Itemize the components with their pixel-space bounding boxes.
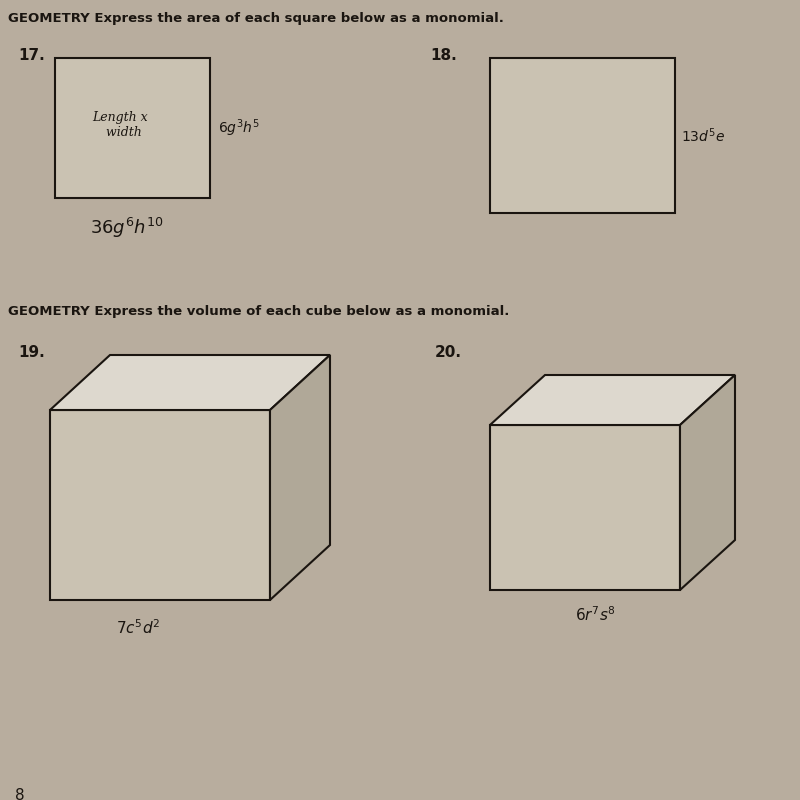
Text: 17.: 17. [18, 48, 45, 63]
Text: $7c^5d^2$: $7c^5d^2$ [116, 618, 160, 637]
Text: 18.: 18. [430, 48, 457, 63]
Text: $13d^5e$: $13d^5e$ [681, 126, 725, 145]
Text: GEOMETRY Express the area of each square below as a monomial.: GEOMETRY Express the area of each square… [8, 12, 504, 25]
Text: 8: 8 [15, 788, 25, 800]
Text: 19.: 19. [18, 345, 45, 360]
Polygon shape [490, 375, 735, 425]
Text: GEOMETRY Express the volume of each cube below as a monomial.: GEOMETRY Express the volume of each cube… [8, 305, 510, 318]
Text: $6g^3h^5$: $6g^3h^5$ [218, 118, 260, 138]
Polygon shape [270, 355, 330, 600]
Text: Length x
  width: Length x width [92, 111, 148, 139]
Text: $6r^7s^8$: $6r^7s^8$ [574, 605, 615, 624]
Text: $36g^6h^{10}$: $36g^6h^{10}$ [90, 216, 164, 240]
Bar [490, 58, 675, 213]
Polygon shape [50, 355, 330, 410]
Bar [55, 58, 210, 198]
Polygon shape [490, 425, 680, 590]
Polygon shape [680, 375, 735, 590]
Polygon shape [50, 410, 270, 600]
Text: 20.: 20. [435, 345, 462, 360]
